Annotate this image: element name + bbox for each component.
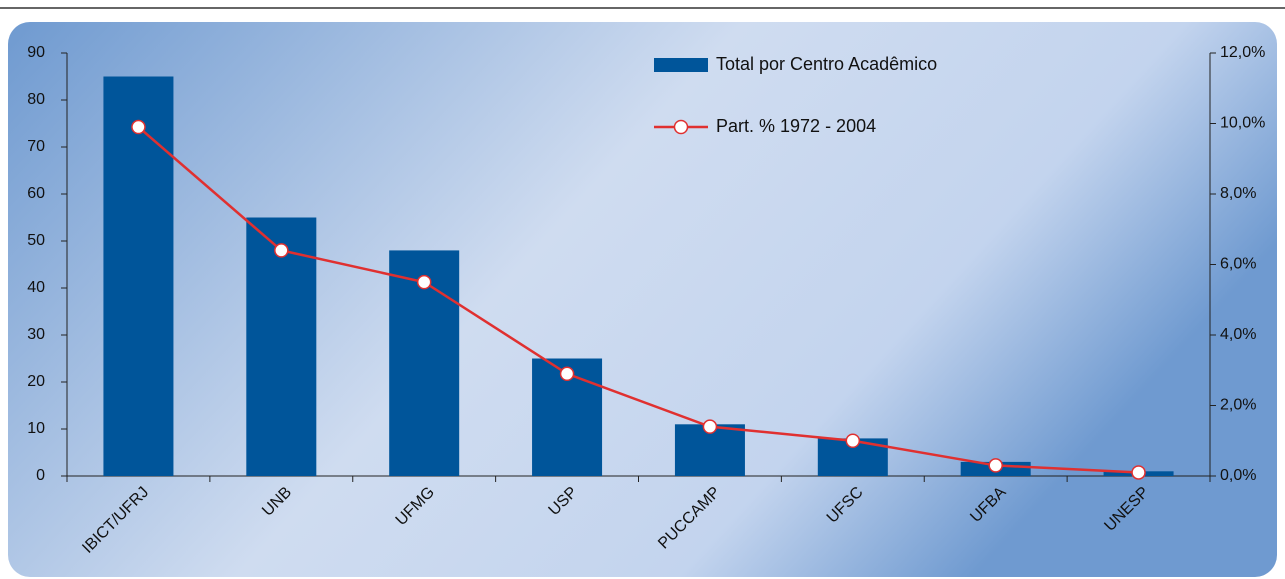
legend-label: Total por Centro Acadêmico [716,54,937,74]
legend-label: Part. % 1972 - 2004 [716,116,876,136]
y2-tick-label: 6,0% [1220,256,1256,273]
marker [845,433,861,448]
y2-tick-label: 10,0% [1220,115,1265,132]
marker [416,274,432,290]
marker [274,243,289,258]
y-tick-label: 30 [27,326,45,343]
marker [559,366,575,382]
y-tick-label: 60 [27,185,45,202]
y-tick-label: 90 [27,44,45,61]
y-tick-label: 10 [27,420,45,437]
y2-tick-label: 8,0% [1220,185,1256,202]
legend-swatch [673,119,689,135]
marker [131,119,146,135]
legend-swatch [654,58,708,72]
marker [1131,465,1146,480]
line [137,126,1139,474]
chart-background [8,22,1277,577]
y2-tick-label: 2,0% [1220,397,1256,414]
y-tick-label: 80 [27,91,45,108]
y2-tick-label: 4,0% [1220,326,1256,343]
y2-tick-label: 12,0% [1220,44,1265,61]
y-tick-label: 40 [27,279,45,296]
y-tick-label: 70 [27,138,45,155]
y2-tick-label: 0,0% [1220,467,1256,484]
marker [702,419,718,434]
bar [246,217,317,476]
bar [103,76,174,476]
y-tick-label: 20 [27,373,45,390]
y-tick-label: 0 [36,467,45,484]
y-tick-label: 50 [27,232,45,249]
marker [988,458,1003,473]
